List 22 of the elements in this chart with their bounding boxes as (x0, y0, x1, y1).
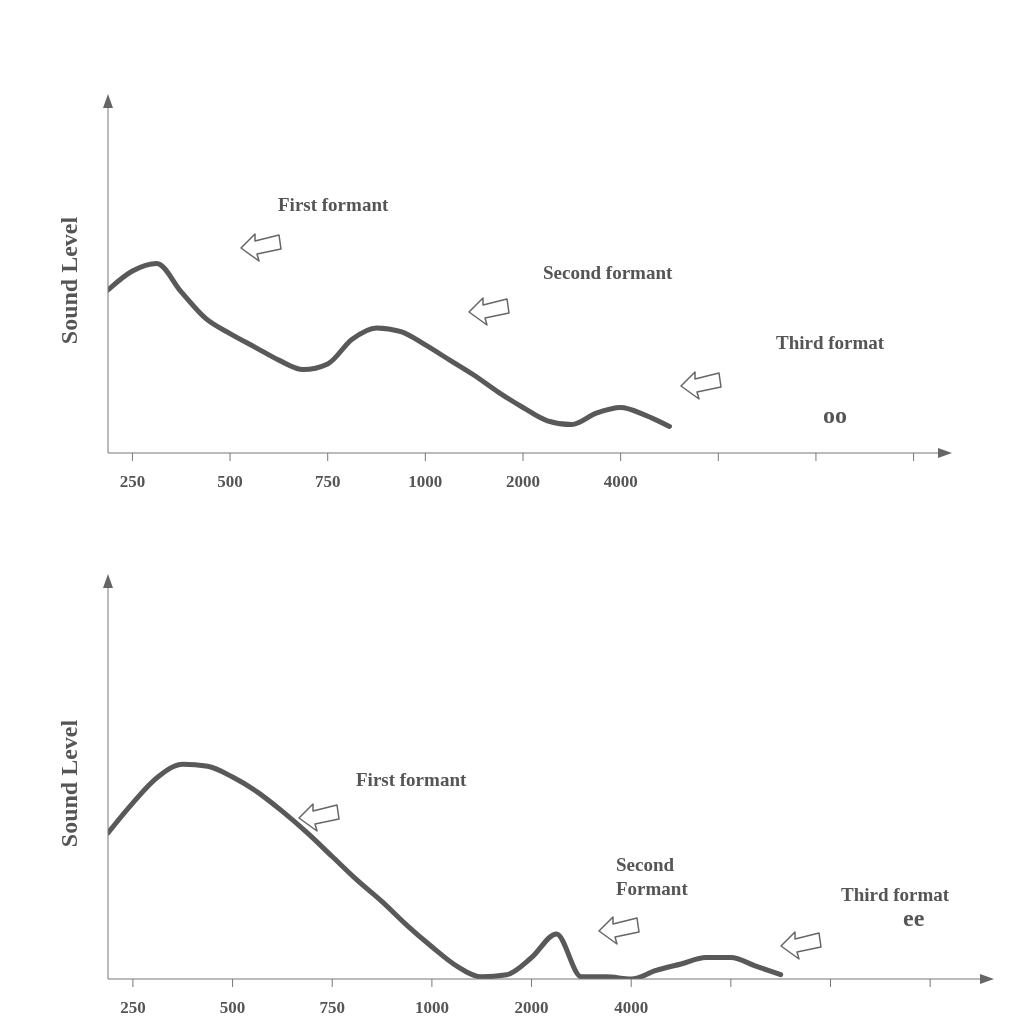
x-tick-label: 250 (120, 998, 146, 1018)
x-tick-label: 1000 (408, 472, 443, 492)
x-tick-label: 250 (119, 472, 146, 492)
x-tick-label: 750 (319, 998, 345, 1018)
annotation: Third format (776, 331, 885, 355)
x-tick-label: 2000 (506, 472, 540, 492)
annotation: ee (903, 904, 925, 933)
annotation: Second Formant (616, 853, 689, 901)
x-tick-label: 4000 (614, 998, 649, 1018)
annotation: Third format (841, 883, 950, 907)
annotation: oo (823, 401, 847, 430)
x-tick-label: 2000 (514, 998, 549, 1018)
x-tick-label: 4000 (603, 472, 638, 492)
x-tick-label: 500 (217, 472, 243, 492)
y-axis-title: Sound Level (55, 216, 82, 345)
annotation: Second formant (543, 261, 673, 285)
x-tick-label: 1000 (414, 998, 449, 1018)
text: First formant (278, 193, 389, 217)
x-tick-label: 750 (314, 472, 341, 492)
y-axis-title: Sound Level (55, 719, 82, 848)
x-tick-label: 500 (219, 998, 246, 1018)
annotation: First formant (356, 768, 467, 792)
